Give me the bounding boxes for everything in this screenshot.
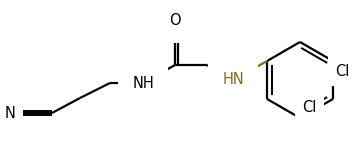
Text: HN: HN: [222, 73, 244, 88]
Text: Cl: Cl: [302, 100, 316, 115]
Text: NH: NH: [132, 75, 154, 91]
Text: Cl: Cl: [335, 64, 349, 79]
Text: O: O: [169, 13, 181, 28]
Text: N: N: [4, 106, 15, 120]
